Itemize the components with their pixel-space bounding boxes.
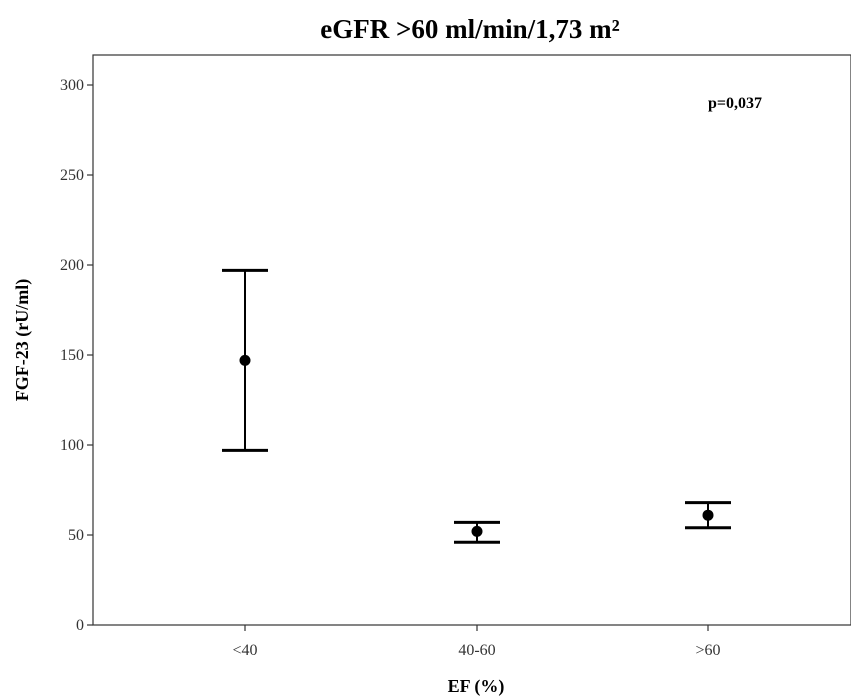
chart-marks (222, 268, 731, 544)
y-axis: 0 50 100 150 200 250 300 (60, 77, 93, 634)
x-tick-label-0: <40 (232, 642, 257, 659)
x-axis: <40 40-60 >60 (232, 625, 721, 659)
mean-point-1 (471, 525, 483, 537)
chart-title: eGFR >60 ml/min/1,73 m² (320, 14, 619, 44)
x-tick-label-1: 40-60 (458, 642, 495, 659)
y-tick-label-300: 300 (60, 77, 84, 94)
x-axis-label: EF (%) (448, 676, 505, 697)
y-tick-label-200: 200 (60, 257, 84, 274)
mean-point-0 (239, 354, 251, 366)
plot-frame (92, 54, 851, 626)
y-tick-label-250: 250 (60, 167, 84, 184)
y-tick-label-100: 100 (60, 437, 84, 454)
y-axis-label: FGF-23 (rU/ml) (12, 279, 33, 401)
mean-point-2 (702, 509, 714, 521)
y-tick-label-150: 150 (60, 347, 84, 364)
p-value-annotation: p=0,037 (708, 95, 762, 112)
y-tick-label-50: 50 (68, 527, 84, 544)
y-tick-label-0: 0 (76, 617, 84, 634)
x-tick-label-2: >60 (695, 642, 720, 659)
